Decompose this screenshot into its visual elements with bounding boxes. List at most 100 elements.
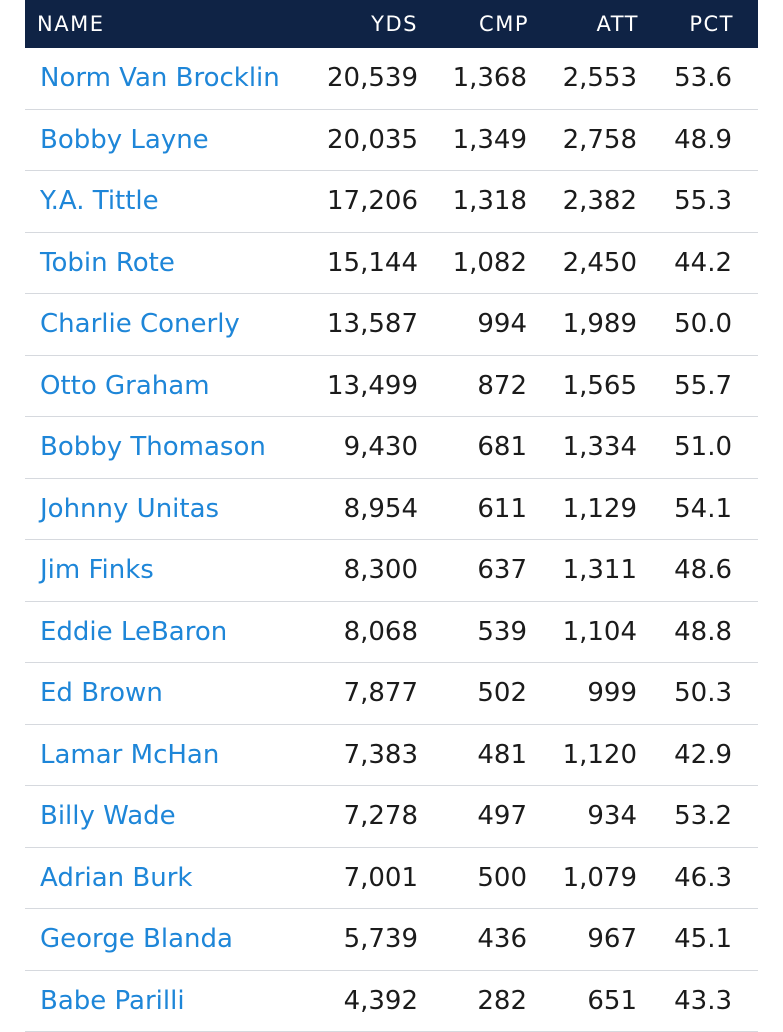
header-yds[interactable]: YDS bbox=[310, 12, 420, 36]
player-name-cell: Bobby Layne bbox=[25, 125, 310, 155]
player-name-link[interactable]: George Blanda bbox=[40, 924, 233, 954]
yds-cell: 7,278 bbox=[310, 801, 418, 831]
header-name[interactable]: NAME bbox=[25, 12, 310, 36]
cmp-cell: 497 bbox=[418, 801, 527, 831]
player-name-cell: Tobin Rote bbox=[25, 248, 310, 278]
pct-cell: 43.3 bbox=[637, 986, 732, 1016]
att-cell: 2,382 bbox=[527, 186, 637, 216]
pct-cell: 46.3 bbox=[637, 863, 732, 893]
att-cell: 651 bbox=[527, 986, 637, 1016]
pct-cell: 44.2 bbox=[637, 248, 732, 278]
cmp-cell: 1,349 bbox=[418, 125, 527, 155]
player-name-cell: Y.A. Tittle bbox=[25, 186, 310, 216]
cmp-cell: 502 bbox=[418, 678, 527, 708]
pct-cell: 54.1 bbox=[637, 494, 732, 524]
cmp-cell: 637 bbox=[418, 555, 527, 585]
att-cell: 1,334 bbox=[527, 432, 637, 462]
cmp-cell: 1,318 bbox=[418, 186, 527, 216]
player-name-cell: Eddie LeBaron bbox=[25, 617, 310, 647]
player-name-link[interactable]: Babe Parilli bbox=[40, 986, 185, 1016]
att-cell: 2,450 bbox=[527, 248, 637, 278]
cmp-cell: 1,368 bbox=[418, 63, 527, 93]
yds-cell: 7,877 bbox=[310, 678, 418, 708]
pct-cell: 50.3 bbox=[637, 678, 732, 708]
player-name-link[interactable]: Billy Wade bbox=[40, 801, 176, 831]
player-name-link[interactable]: Tobin Rote bbox=[40, 248, 175, 278]
cmp-cell: 481 bbox=[418, 740, 527, 770]
player-name-cell: Adrian Burk bbox=[25, 863, 310, 893]
player-name-cell: Charlie Conerly bbox=[25, 309, 310, 339]
att-cell: 1,311 bbox=[527, 555, 637, 585]
player-name-link[interactable]: Charlie Conerly bbox=[40, 309, 240, 339]
player-name-cell: George Blanda bbox=[25, 924, 310, 954]
player-name-cell: Ed Brown bbox=[25, 678, 310, 708]
player-name-cell: Billy Wade bbox=[25, 801, 310, 831]
pct-cell: 55.7 bbox=[637, 371, 732, 401]
player-name-link[interactable]: Jim Finks bbox=[40, 555, 154, 585]
player-name-cell: Johnny Unitas bbox=[25, 494, 310, 524]
player-name-cell: Jim Finks bbox=[25, 555, 310, 585]
cmp-cell: 872 bbox=[418, 371, 527, 401]
cmp-cell: 282 bbox=[418, 986, 527, 1016]
yds-cell: 13,587 bbox=[310, 309, 418, 339]
pct-cell: 53.2 bbox=[637, 801, 732, 831]
player-name-link[interactable]: Johnny Unitas bbox=[40, 494, 219, 524]
player-name-link[interactable]: Lamar McHan bbox=[40, 740, 219, 770]
yds-cell: 8,954 bbox=[310, 494, 418, 524]
cmp-cell: 681 bbox=[418, 432, 527, 462]
player-name-link[interactable]: Otto Graham bbox=[40, 371, 210, 401]
att-cell: 1,120 bbox=[527, 740, 637, 770]
player-name-link[interactable]: Bobby Thomason bbox=[40, 432, 266, 462]
att-cell: 1,079 bbox=[527, 863, 637, 893]
yds-cell: 7,383 bbox=[310, 740, 418, 770]
pct-cell: 53.6 bbox=[637, 63, 732, 93]
header-att[interactable]: ATT bbox=[529, 12, 639, 36]
att-cell: 934 bbox=[527, 801, 637, 831]
player-name-cell: Norm Van Brocklin bbox=[25, 63, 310, 93]
yds-cell: 7,001 bbox=[310, 863, 418, 893]
player-name-link[interactable]: Norm Van Brocklin bbox=[40, 63, 280, 93]
att-cell: 2,758 bbox=[527, 125, 637, 155]
player-name-link[interactable]: Ed Brown bbox=[40, 678, 163, 708]
yds-cell: 8,068 bbox=[310, 617, 418, 647]
att-cell: 1,565 bbox=[527, 371, 637, 401]
yds-cell: 8,300 bbox=[310, 555, 418, 585]
att-cell: 2,553 bbox=[527, 63, 637, 93]
pct-cell: 51.0 bbox=[637, 432, 732, 462]
att-cell: 999 bbox=[527, 678, 637, 708]
player-name-link[interactable]: Eddie LeBaron bbox=[40, 617, 227, 647]
pct-cell: 48.6 bbox=[637, 555, 732, 585]
player-name-cell: Babe Parilli bbox=[25, 986, 310, 1016]
player-name-link[interactable]: Bobby Layne bbox=[40, 125, 209, 155]
cmp-cell: 436 bbox=[418, 924, 527, 954]
att-cell: 1,104 bbox=[527, 617, 637, 647]
player-name-cell: Bobby Thomason bbox=[25, 432, 310, 462]
pct-cell: 48.9 bbox=[637, 125, 732, 155]
header-pct[interactable]: PCT bbox=[639, 12, 734, 36]
player-name-link[interactable]: Adrian Burk bbox=[40, 863, 192, 893]
att-cell: 967 bbox=[527, 924, 637, 954]
table-header: NAME YDS CMP ATT PCT bbox=[25, 0, 758, 48]
header-cmp[interactable]: CMP bbox=[420, 12, 529, 36]
yds-cell: 15,144 bbox=[310, 248, 418, 278]
yds-cell: 20,035 bbox=[310, 125, 418, 155]
player-name-link[interactable]: Y.A. Tittle bbox=[40, 186, 159, 216]
pct-cell: 55.3 bbox=[637, 186, 732, 216]
